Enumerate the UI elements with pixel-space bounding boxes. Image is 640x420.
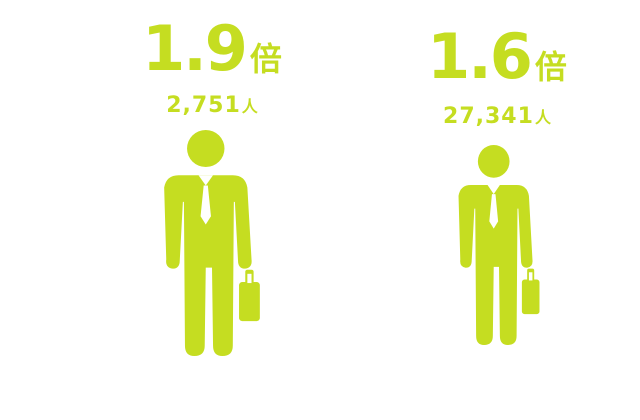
count-number: 27,341 <box>443 104 534 129</box>
stat-panel-left: 1.9 倍 2,751人 <box>112 0 312 380</box>
count-number: 2,751 <box>166 93 241 118</box>
ratio-unit: 倍 <box>249 40 282 78</box>
stat-panel-right: 1.6 倍 27,341人 <box>397 0 597 380</box>
ratio-value: 1.9 倍 <box>112 18 312 80</box>
businessman-with-briefcase-icon <box>455 145 543 345</box>
ratio-value: 1.6 倍 <box>397 26 597 88</box>
count-unit: 人 <box>241 97 258 116</box>
businessman-with-briefcase-icon <box>160 130 264 356</box>
people-count: 27,341人 <box>397 106 597 128</box>
count-unit: 人 <box>534 108 551 127</box>
ratio-number: 1.6 <box>427 20 533 93</box>
people-count: 2,751人 <box>112 95 312 117</box>
ratio-unit: 倍 <box>534 48 567 86</box>
ratio-number: 1.9 <box>142 12 248 85</box>
